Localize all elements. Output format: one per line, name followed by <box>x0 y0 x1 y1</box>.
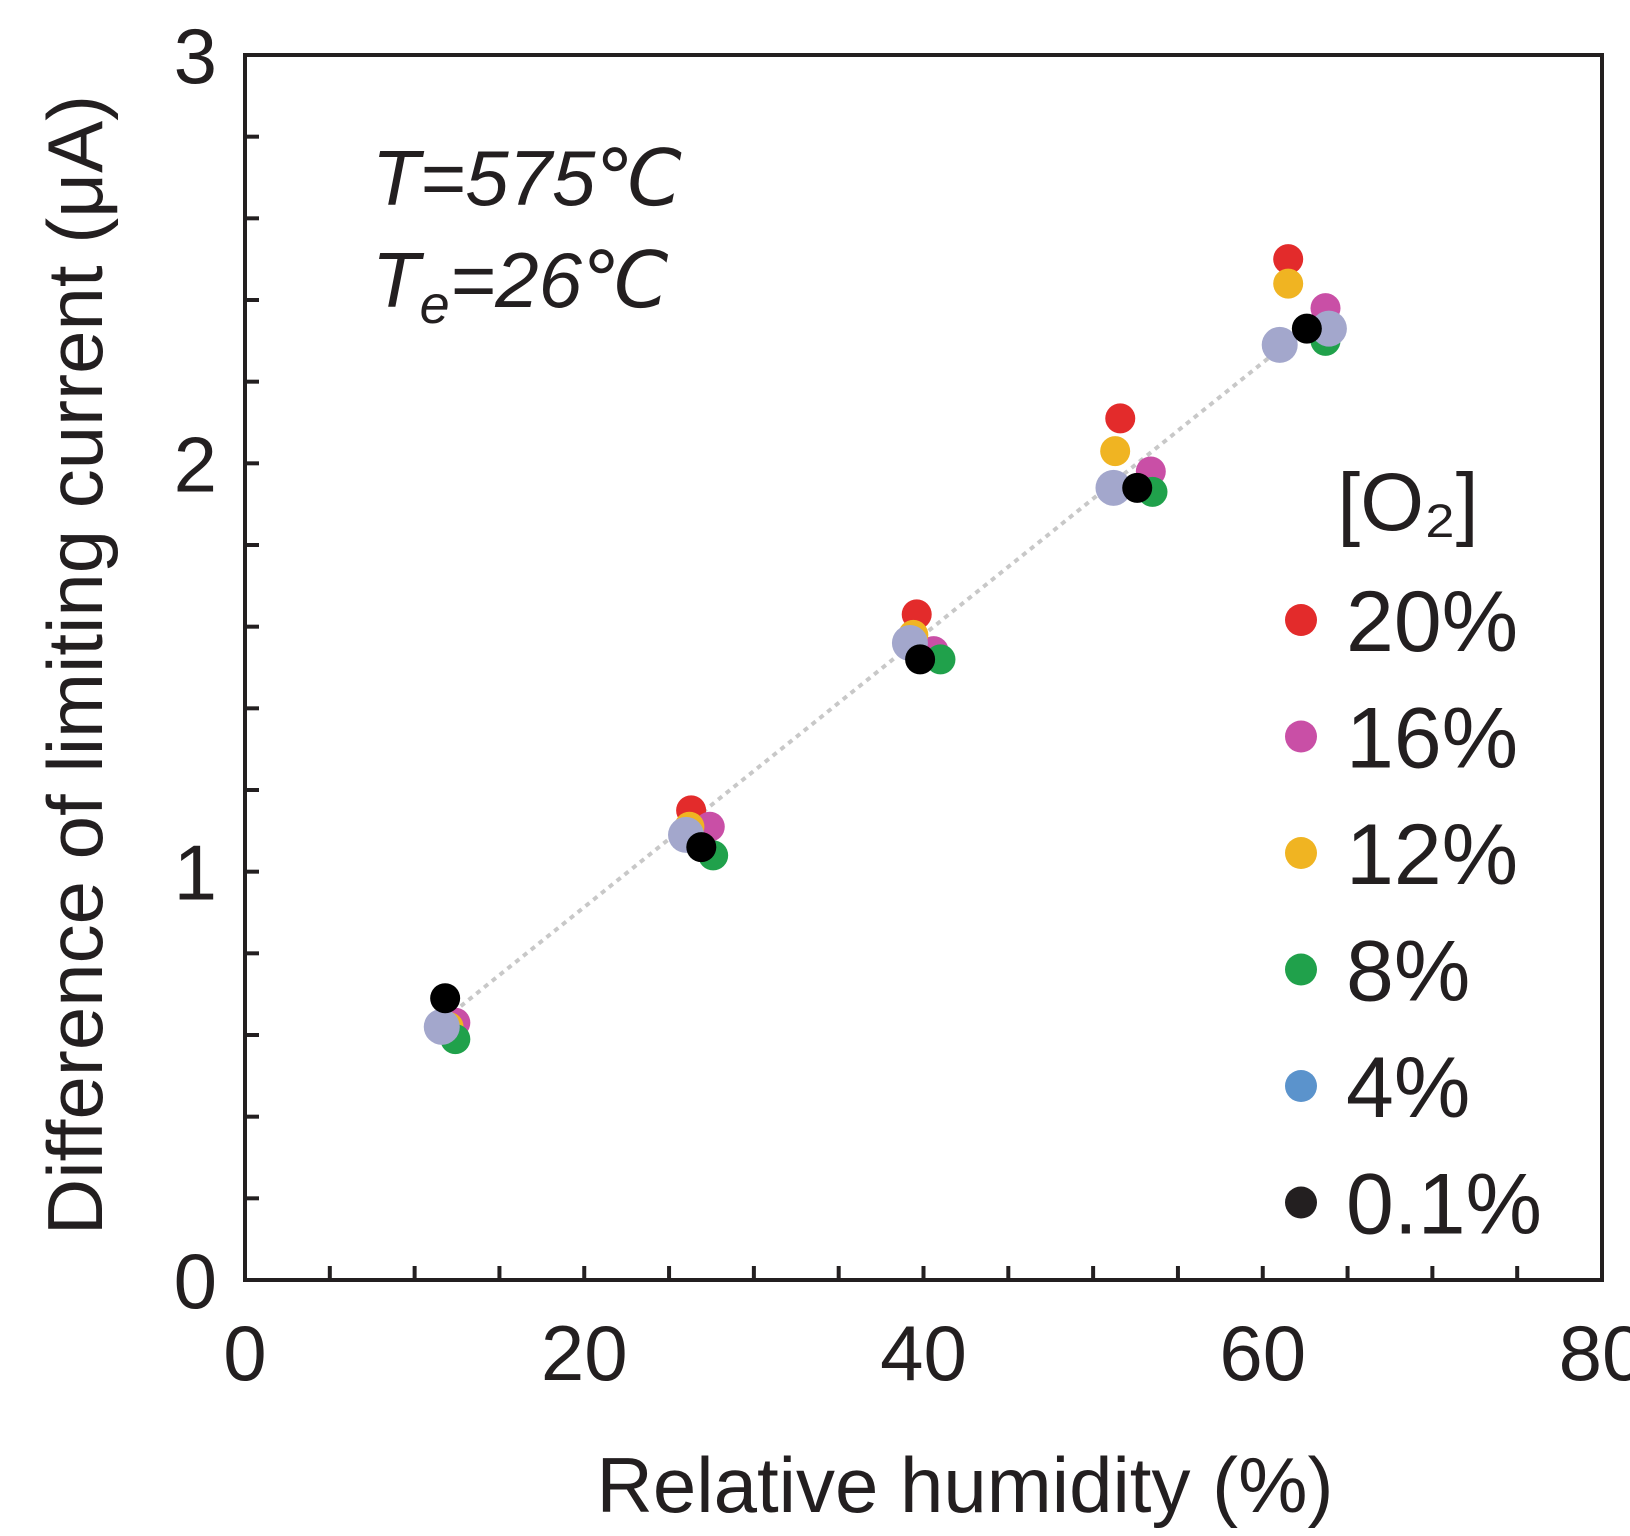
data-point <box>1310 310 1347 347</box>
legend-label: 16% <box>1346 691 1518 787</box>
series-4pct <box>423 310 1347 1045</box>
legend-marker <box>1285 953 1317 986</box>
data-point <box>1122 472 1153 503</box>
legend-label: 0.1% <box>1346 1157 1542 1253</box>
legend-item: 20% <box>1285 574 1518 670</box>
legend-label: 20% <box>1346 574 1518 670</box>
data-point <box>686 832 717 863</box>
legend-marker <box>1285 837 1317 869</box>
legend-marker <box>1285 1070 1317 1102</box>
legend-marker <box>1285 1186 1317 1219</box>
legend-marker <box>1285 604 1317 636</box>
y-tick-label: 2 <box>174 420 217 508</box>
data-point <box>423 1008 460 1045</box>
legend-item: 4% <box>1285 1040 1470 1136</box>
legend-item: 8% <box>1285 924 1470 1020</box>
x-tick-label: 40 <box>880 1309 967 1397</box>
y-axis-title: Difference of limiting current (μA) <box>31 95 119 1235</box>
series-20pct <box>436 244 1304 1042</box>
legend-item: 16% <box>1285 691 1518 787</box>
annotation-env-temperature: Te=26℃ <box>372 236 670 335</box>
series-16pct <box>440 293 1341 1038</box>
x-tick-label: 20 <box>541 1309 628 1397</box>
x-tick-label: 80 <box>1559 1309 1630 1397</box>
data-point <box>1105 403 1136 434</box>
series-0.1pct <box>430 313 1322 1014</box>
legend-label: 8% <box>1346 924 1470 1020</box>
y-tick-label: 0 <box>174 1237 217 1325</box>
data-point <box>905 644 936 675</box>
annotation-temperature: T=575℃ <box>372 134 683 222</box>
data-point <box>1291 313 1322 344</box>
legend-item: 0.1% <box>1285 1157 1542 1253</box>
data-point <box>1273 244 1304 275</box>
y-tick-label: 1 <box>174 829 217 917</box>
x-tick-label: 0 <box>223 1309 266 1397</box>
legend-label: 4% <box>1346 1040 1470 1136</box>
data-point <box>430 983 461 1014</box>
legend-label: 12% <box>1346 807 1518 903</box>
data-point <box>1095 469 1132 506</box>
trend-line <box>443 327 1307 1021</box>
legend-marker <box>1285 720 1317 753</box>
series-8pct <box>440 325 1341 1055</box>
legend-title: [O₂] <box>1337 457 1478 548</box>
data-point <box>1100 436 1131 467</box>
data-point <box>1261 326 1298 363</box>
data-point <box>1273 268 1304 299</box>
x-axis-title: Relative humidity (%) <box>597 1441 1334 1529</box>
x-tick-label: 60 <box>1219 1309 1306 1397</box>
legend-item: 12% <box>1285 807 1518 903</box>
y-tick-label: 3 <box>174 12 217 100</box>
